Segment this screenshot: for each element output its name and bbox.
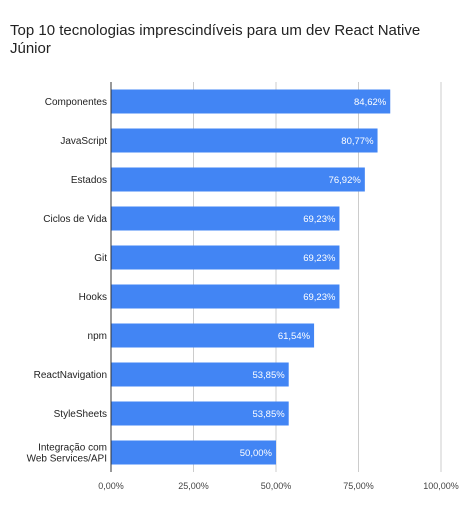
category-label: StyleSheets [54,409,107,420]
category-label: Integração com Web Services/API [27,443,107,465]
category-label: ReactNavigation [34,370,107,381]
axes: 0,00% 25,00% 50,00% 75,00% 100,00% Componente… [27,82,459,491]
category-label: Git [94,253,107,264]
bar-value-label: 61,54% [278,331,311,342]
bar [111,323,315,348]
bar-value-label: 69,23% [303,253,336,264]
bar-value-label: 69,23% [303,214,336,225]
category-label: Estados [71,175,107,186]
bar [111,128,378,153]
category-label: JavaScript [60,136,107,147]
bar [111,89,391,114]
category-label: npm [88,331,107,342]
bar-value-label: 53,85% [252,370,285,381]
x-tick-label: 0,00% [98,481,124,491]
bar-value-label: 80,77% [341,136,374,147]
chart-title: Top 10 tecnologias imprescindíveis para … [10,22,421,57]
bar [111,206,340,231]
bar [111,167,365,192]
bar [111,245,340,270]
category-label: Ciclos de Vida [43,214,107,225]
x-tick-label: 100,00% [423,481,459,491]
bar [111,362,289,387]
bar-value-label: 50,00% [240,448,273,459]
bar-value-label: 69,23% [303,292,336,303]
x-tick-label: 75,00% [343,481,374,491]
x-tick-label: 25,00% [178,481,209,491]
bar-value-label: 76,92% [329,175,362,186]
bar-value-label: 53,85% [252,409,285,420]
x-tick-label: 50,00% [261,481,292,491]
bar-value-label: 84,62% [354,97,387,108]
bar [111,440,276,465]
bar [111,284,340,309]
bar [111,401,289,426]
category-label: Componentes [45,97,107,108]
bars: 84,62% 80,77% 76,92% 69,23% 69,23% 69,23% 61,5… [111,89,391,465]
category-label: Hooks [79,292,107,303]
